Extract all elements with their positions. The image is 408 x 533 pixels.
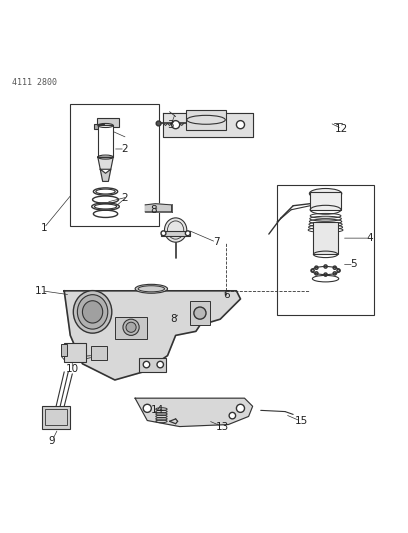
Text: 7: 7	[213, 237, 220, 247]
Bar	[145, 204, 172, 212]
Polygon shape	[64, 291, 240, 380]
Circle shape	[315, 266, 318, 269]
Ellipse shape	[164, 218, 187, 242]
Bar	[94, 124, 104, 129]
Circle shape	[185, 231, 190, 236]
Text: 4111 2800: 4111 2800	[11, 78, 57, 87]
Bar	[162, 231, 190, 236]
Circle shape	[333, 272, 336, 275]
Bar	[61, 344, 67, 357]
Text: 13: 13	[215, 422, 229, 432]
Circle shape	[315, 272, 318, 275]
Ellipse shape	[73, 290, 112, 333]
Ellipse shape	[78, 295, 108, 329]
Text: 11: 11	[35, 286, 49, 296]
Text: 6: 6	[223, 290, 230, 300]
Text: 15: 15	[295, 416, 308, 426]
Text: 8: 8	[170, 314, 177, 324]
Bar	[45, 409, 67, 425]
Text: 12: 12	[335, 124, 348, 134]
Text: 3: 3	[167, 120, 174, 131]
Text: 10: 10	[66, 364, 79, 374]
Bar	[115, 317, 147, 340]
Circle shape	[143, 404, 151, 413]
Bar	[97, 118, 119, 127]
Text: 2: 2	[122, 144, 128, 154]
Polygon shape	[145, 204, 172, 212]
Bar	[277, 185, 374, 315]
Circle shape	[236, 404, 244, 413]
Polygon shape	[100, 169, 111, 181]
Circle shape	[229, 413, 235, 419]
Bar	[42, 406, 70, 429]
Ellipse shape	[126, 322, 136, 333]
Text: 14: 14	[151, 406, 164, 415]
Bar	[190, 301, 210, 325]
Bar	[64, 343, 86, 362]
Circle shape	[311, 269, 314, 272]
Ellipse shape	[309, 189, 342, 199]
Bar	[91, 345, 107, 360]
Polygon shape	[135, 398, 253, 426]
Circle shape	[156, 121, 161, 126]
Circle shape	[194, 307, 206, 319]
Circle shape	[236, 120, 244, 129]
Circle shape	[143, 361, 150, 368]
Ellipse shape	[123, 319, 139, 335]
Text: 4: 4	[367, 233, 373, 243]
Bar	[313, 222, 338, 254]
Circle shape	[337, 269, 340, 272]
Text: 9: 9	[49, 436, 55, 446]
Circle shape	[172, 120, 180, 129]
Circle shape	[324, 265, 327, 268]
Bar	[310, 191, 341, 210]
Ellipse shape	[135, 284, 168, 293]
Bar	[139, 358, 166, 372]
Polygon shape	[98, 157, 113, 169]
Circle shape	[333, 266, 336, 269]
Bar	[186, 110, 226, 131]
Bar	[70, 104, 160, 226]
Text: 1: 1	[41, 223, 47, 233]
Ellipse shape	[82, 301, 103, 323]
Text: 5: 5	[350, 260, 357, 270]
Bar	[98, 125, 113, 157]
Circle shape	[161, 231, 166, 236]
Circle shape	[324, 273, 327, 276]
Polygon shape	[164, 112, 253, 137]
Text: 2: 2	[122, 193, 128, 204]
Text: 8: 8	[150, 205, 157, 215]
Circle shape	[157, 361, 164, 368]
